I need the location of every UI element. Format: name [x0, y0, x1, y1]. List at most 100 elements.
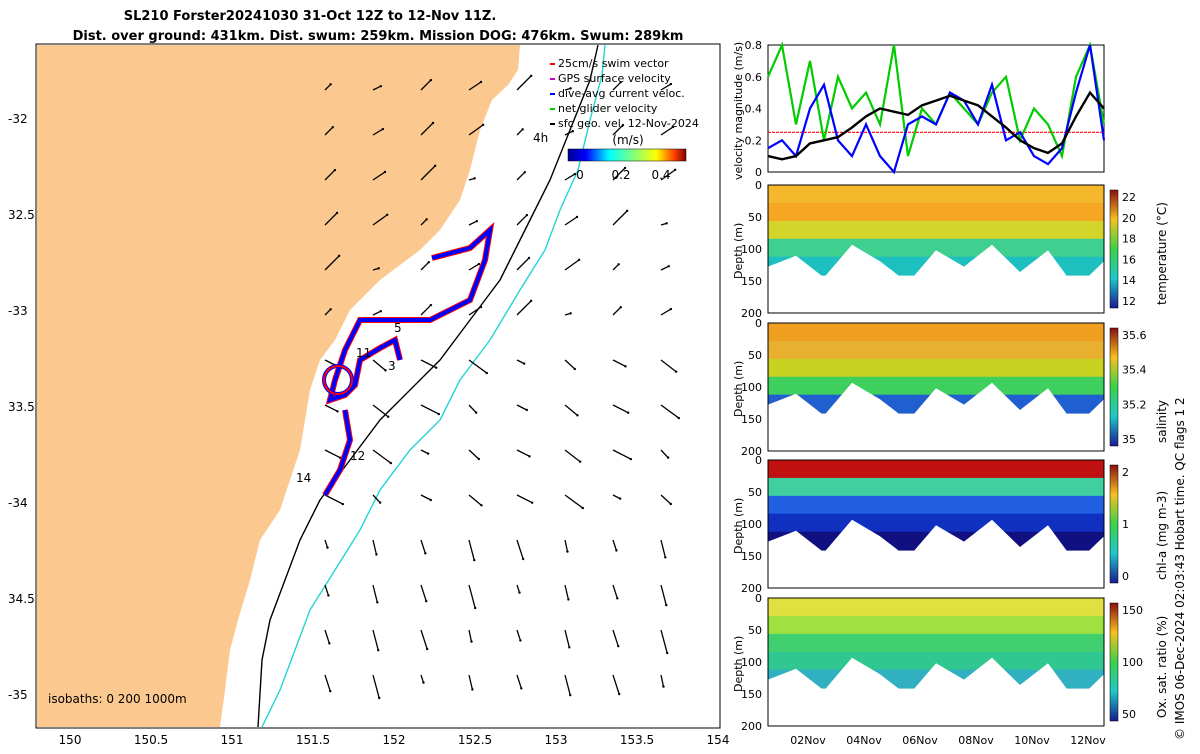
- vector: [612, 449, 632, 460]
- map-panel: 4h 5 11 3 12 14 25cm/s swim vector GPS s…: [8, 43, 729, 747]
- lat-tick-3: 33.5: [8, 400, 35, 414]
- lat-tick-6: -35: [8, 688, 28, 702]
- vector-head: [625, 209, 629, 213]
- vector-head: [485, 371, 489, 375]
- vector-head: [617, 692, 621, 696]
- vector-head: [666, 456, 670, 459]
- vector: [516, 75, 532, 91]
- vector: [516, 494, 533, 504]
- vector: [612, 167, 626, 181]
- vector-head: [619, 81, 622, 84]
- vector-head: [521, 557, 525, 561]
- vector: [372, 128, 384, 136]
- vector: [372, 359, 386, 371]
- vector: [612, 210, 628, 226]
- vector-head: [673, 168, 677, 172]
- heatmap-ytick: 200: [741, 445, 762, 458]
- vector: [420, 674, 425, 683]
- vector: [660, 83, 672, 91]
- vector-head: [519, 639, 522, 642]
- vector-head: [576, 414, 579, 417]
- vector-head: [376, 601, 379, 604]
- vector-head: [475, 220, 478, 223]
- vector: [564, 674, 571, 696]
- vector: [612, 584, 618, 599]
- vector-head: [426, 452, 430, 455]
- heatmap-ytick: 50: [748, 486, 762, 499]
- vector: [324, 308, 332, 316]
- vector: [564, 449, 581, 463]
- heatmap-ytick: 200: [741, 307, 762, 320]
- vector-head: [520, 687, 523, 690]
- vector-head: [664, 556, 667, 559]
- heatmap-clabel: chl-a (mg m-3): [1155, 491, 1169, 580]
- vector: [516, 359, 525, 365]
- vector: [516, 171, 526, 181]
- vector: [420, 629, 428, 650]
- vector: [468, 404, 477, 414]
- vector: [468, 263, 480, 271]
- vector-head: [422, 681, 425, 684]
- vector-head: [437, 412, 441, 416]
- heatmap-mask: [768, 519, 1104, 588]
- lat-tick-4: -34: [8, 496, 28, 510]
- vector: [420, 79, 432, 91]
- vector: [468, 449, 480, 460]
- vel-ytick-3: 0.6: [745, 71, 763, 84]
- vector: [564, 259, 580, 271]
- vector: [612, 81, 622, 91]
- heatmap-frame: [767, 459, 1105, 589]
- vector: [372, 539, 378, 555]
- heatmap-band: [768, 477, 1104, 497]
- vector: [564, 216, 578, 226]
- velocity-series-2: [767, 44, 1106, 175]
- map-lat-ticks: -32 32.5 -33 33.5 -34 34.5 -35: [8, 112, 35, 702]
- vector: [660, 584, 667, 606]
- vector-head: [383, 170, 387, 174]
- vector: [372, 674, 380, 699]
- colorbar-title: (m/s): [612, 133, 643, 147]
- vector-head: [424, 552, 427, 555]
- vector-head: [623, 166, 627, 170]
- time-xtick-5: 12Nov: [1070, 734, 1106, 747]
- annotation-12: 12: [350, 449, 365, 463]
- vector: [468, 539, 475, 561]
- vector-head: [525, 408, 529, 412]
- title-line1: SL210 Forster20241030 31-Oct 12Z to 12-N…: [124, 9, 497, 24]
- heatmap-ylabel: Depth (m): [732, 498, 745, 554]
- heatmap-ctick: 22: [1122, 191, 1136, 204]
- heatmap-ctick: 50: [1122, 708, 1136, 721]
- vector: [516, 257, 530, 271]
- vector: [468, 81, 482, 91]
- vector-head: [528, 455, 531, 458]
- vector: [420, 304, 432, 316]
- vector-head: [429, 498, 433, 502]
- vector: [660, 169, 676, 181]
- vector-head: [626, 411, 630, 414]
- heatmap-ctick: 16: [1122, 253, 1136, 266]
- heatmap-band: [768, 615, 1104, 635]
- lon-tick-4: 152: [383, 733, 406, 747]
- vector: [324, 359, 336, 366]
- vector: [324, 674, 331, 692]
- vector: [564, 584, 570, 600]
- heatmap-band: [768, 185, 1104, 204]
- vector-head: [618, 497, 622, 500]
- vector: [324, 584, 330, 596]
- legend-sfc-label: sfc geo. vel. 12-Nov-2024: [558, 117, 699, 130]
- vector: [564, 629, 570, 648]
- vector-head: [389, 461, 393, 465]
- vector-head: [434, 366, 438, 369]
- vel-ytick-0: 0: [755, 166, 762, 179]
- heatmap-ylabel: Depth (m): [732, 223, 745, 279]
- vector-head: [429, 303, 433, 307]
- vector-head: [329, 83, 332, 86]
- vector-head: [341, 502, 345, 506]
- land: [37, 45, 520, 727]
- vector-head: [425, 599, 428, 603]
- vector-head: [665, 603, 668, 607]
- heatmap-ctick: 2: [1122, 466, 1129, 479]
- lon-tick-3: 151.5: [296, 733, 330, 747]
- lon-tick-1: 150.5: [134, 733, 168, 747]
- isobath-200: [257, 44, 599, 728]
